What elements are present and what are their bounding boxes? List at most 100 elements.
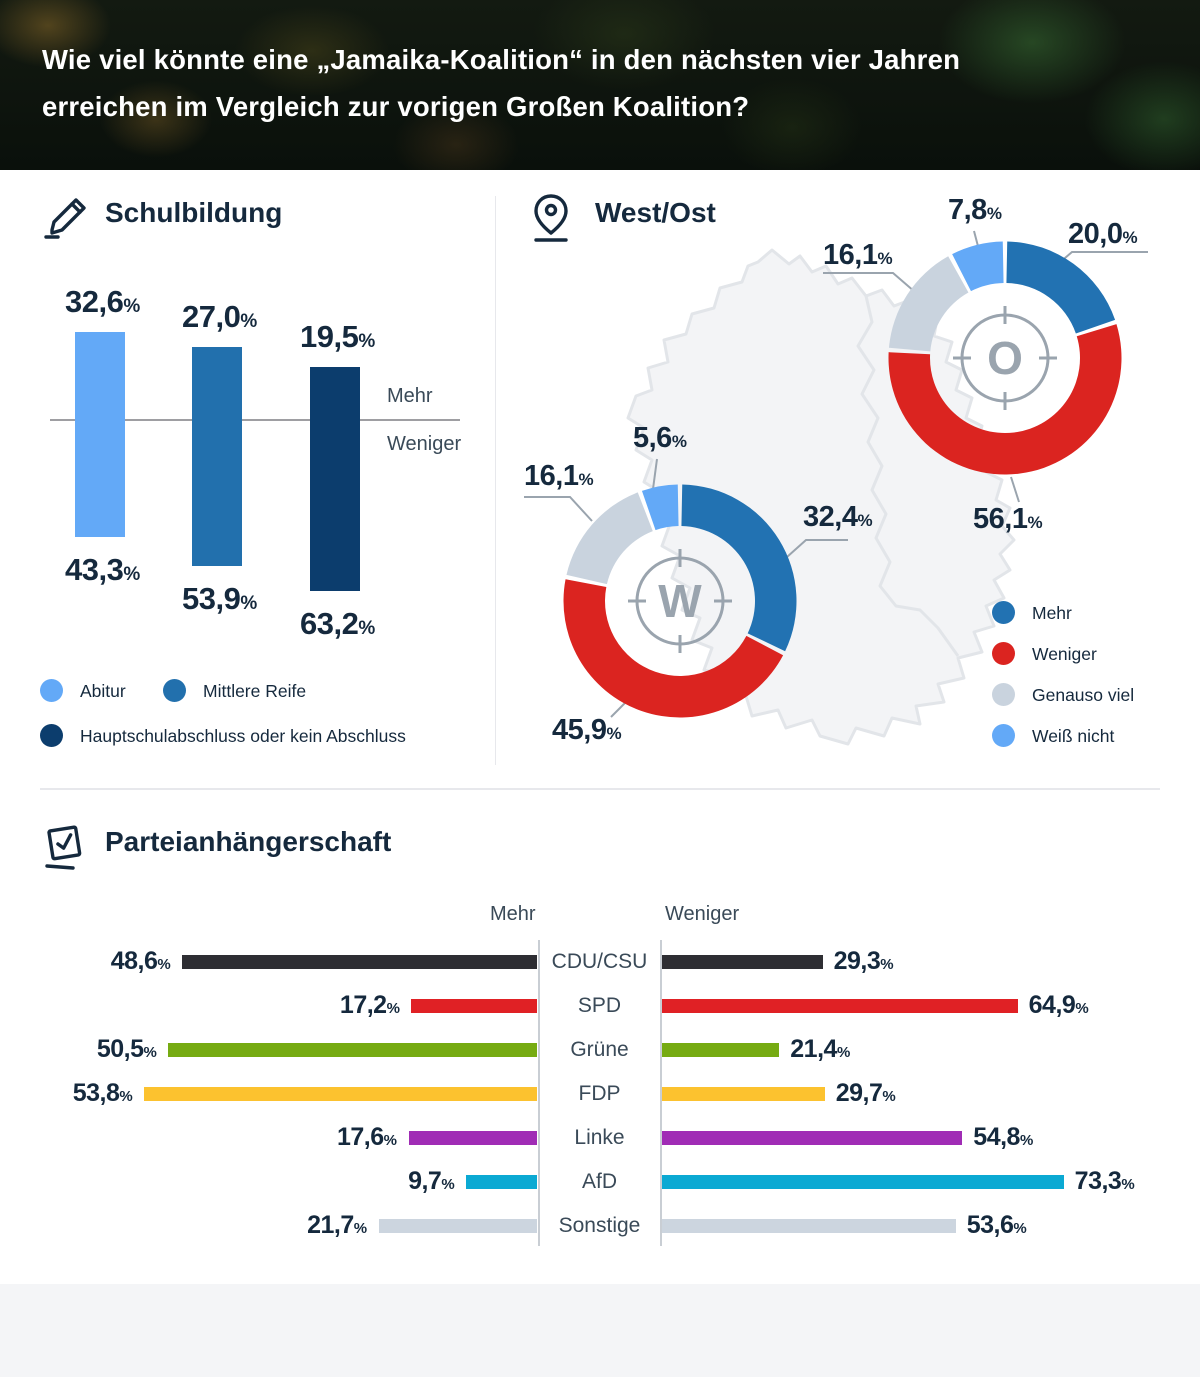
party-value-weniger-1: 29,3% <box>834 948 894 974</box>
school-value-weniger: 43,3% <box>65 553 140 587</box>
party-bar-left-spd <box>411 999 537 1013</box>
percent-sign: % <box>123 563 140 585</box>
percent-sign: % <box>240 311 257 333</box>
value-number: 56,1 <box>973 503 1028 535</box>
header-banner: Wie viel könnte eine „Jamaika-Koalition“… <box>0 0 1200 170</box>
value-number: 48,6 <box>110 947 158 975</box>
party-bar-right-sonstige <box>662 1219 956 1233</box>
party-value-mehr-5: 17,6% <box>197 1124 397 1150</box>
donut-west: W <box>563 484 797 718</box>
party-name-1: CDU/CSU <box>551 950 648 973</box>
party-name-4: FDP <box>578 1082 621 1105</box>
value-number: 64,9 <box>1028 991 1076 1019</box>
wo-legend-label-2: Weniger <box>1032 644 1097 664</box>
value-number: 53,9 <box>182 580 241 616</box>
donut-value-west-3: 16,1% <box>524 460 594 492</box>
value-number: 54,8 <box>973 1123 1020 1151</box>
party-value-weniger-3: 21,4% <box>790 1036 850 1062</box>
donut-value-ost-1: 20,0% <box>1068 219 1138 249</box>
party-bar-right-fdp <box>662 1087 825 1101</box>
compass-letter-ost: O <box>987 332 1023 384</box>
percent-sign: % <box>358 331 375 353</box>
party-name-5: Linke <box>574 1126 625 1149</box>
percent-sign: % <box>882 1088 896 1105</box>
percent-sign: % <box>240 592 257 614</box>
school-value-mehr: 19,5% <box>300 321 375 354</box>
party-bar-left-fdp <box>144 1087 537 1101</box>
party-value-weniger-4: 29,7% <box>836 1080 896 1106</box>
value-number: 5,6 <box>633 422 672 454</box>
school-value-weniger: 63,2% <box>300 605 375 641</box>
legend-label-1: Abitur <box>80 681 126 701</box>
percent-sign: % <box>1027 513 1043 532</box>
donut-slice-ost-weniger <box>888 324 1122 475</box>
value-number: 16,1 <box>524 460 579 492</box>
donut-slice-west-mehr <box>681 484 797 652</box>
party-value-mehr-6: 9,7% <box>254 1168 455 1194</box>
party-bar-left-afd <box>466 1175 537 1189</box>
legend-label-3: Hauptschulabschluss oder kein Abschluss <box>80 726 406 746</box>
party-bar-left-cducsu <box>182 955 537 969</box>
callout-line-west-weissnicht <box>652 458 658 490</box>
value-number: 17,2 <box>339 991 387 1019</box>
footer: Civey Grundgesamtheit: Wahlberechtigte B… <box>0 1284 1200 1377</box>
east-west-border <box>856 295 960 657</box>
compass-letter-west: W <box>658 575 702 627</box>
value-number: 63,2 <box>300 605 359 641</box>
party-value-weniger-6: 73,3% <box>1075 1168 1135 1194</box>
donut-slice-ost-mehr <box>1006 241 1116 334</box>
value-number: 50,5 <box>96 1035 144 1063</box>
schulbildung-title: Schulbildung <box>105 197 283 228</box>
value-number: 21,7 <box>307 1211 354 1239</box>
party-axis-right <box>660 940 662 1246</box>
donut-ost: O <box>888 241 1122 475</box>
page-title-line-2: erreichen im Vergleich zur vorigen Große… <box>42 91 750 122</box>
value-number: 32,4 <box>803 501 858 533</box>
percent-sign: % <box>143 1044 157 1061</box>
party-axis-left <box>538 940 540 1246</box>
value-number: 19,5 <box>300 319 359 355</box>
percent-sign: % <box>857 511 873 530</box>
value-number: 7,8 <box>948 194 987 226</box>
axis-label-mehr: Mehr <box>387 385 433 407</box>
legend-dot-1 <box>40 679 63 702</box>
value-number: 53,8 <box>72 1079 120 1107</box>
party-bar-right-grne <box>662 1043 780 1057</box>
percent-sign: % <box>441 1176 455 1193</box>
donut-slice-ost-weinicht <box>952 241 1004 292</box>
wo-legend-label-3: Genauso viel <box>1032 685 1135 705</box>
wo-legend-label-4: Weiß nicht <box>1032 726 1115 746</box>
compass-marker-ost: O <box>953 306 1057 410</box>
partei-title: Parteianhängerschaft <box>105 826 392 857</box>
party-name-3: Grüne <box>570 1038 629 1061</box>
percent-sign: % <box>123 295 140 317</box>
donut-value-ost-2: 56,1% <box>973 503 1043 535</box>
value-number: 53,6 <box>966 1211 1014 1239</box>
wo-legend-dot-1 <box>992 601 1015 624</box>
percent-sign: % <box>358 617 375 639</box>
percent-sign: % <box>353 1220 367 1237</box>
donut-slice-west-weniger <box>563 579 784 718</box>
party-value-mehr-7: 21,7% <box>167 1212 367 1238</box>
party-value-mehr-4: 53,8% <box>0 1079 133 1107</box>
school-value-mehr: 32,6% <box>65 285 140 319</box>
percent-sign: % <box>578 470 594 489</box>
donut-value-ost-4: 7,8% <box>948 194 1002 226</box>
column-header-weniger: Weniger <box>665 903 740 925</box>
percent-sign: % <box>877 249 893 268</box>
party-value-mehr-1: 48,6% <box>0 947 171 975</box>
wo-legend-dot-4 <box>992 724 1015 747</box>
party-value-weniger-7: 53,6% <box>967 1212 1027 1238</box>
value-number: 73,3 <box>1074 1167 1122 1195</box>
page-title-line-1: Wie viel könnte eine „Jamaika-Koalition“… <box>42 44 961 75</box>
legend-label-2: Mittlere Reife <box>203 681 307 701</box>
percent-sign: % <box>386 1000 400 1017</box>
percent-sign: % <box>671 432 687 451</box>
percent-sign: % <box>606 724 622 743</box>
donut-slice-west-genausoviel <box>566 492 653 585</box>
school-value-weniger: 53,9% <box>182 580 257 616</box>
west-ost-title: West/Ost <box>595 197 716 228</box>
